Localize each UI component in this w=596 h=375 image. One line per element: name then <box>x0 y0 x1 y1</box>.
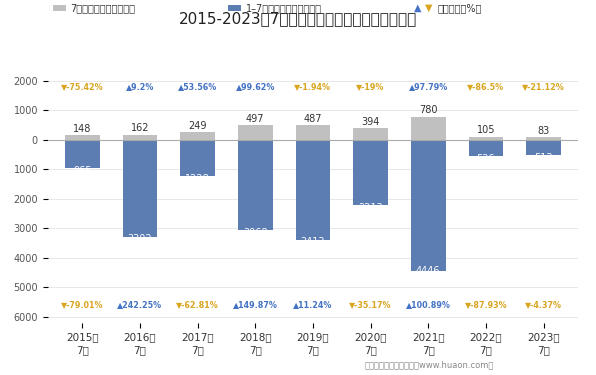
Text: ▼-75.42%: ▼-75.42% <box>61 82 104 92</box>
Text: 513: 513 <box>534 153 552 164</box>
Text: 162: 162 <box>131 123 149 134</box>
Text: 3068: 3068 <box>243 228 268 238</box>
Text: ▼-62.81%: ▼-62.81% <box>176 300 219 309</box>
Bar <box>353 128 388 140</box>
Text: ▲100.89%: ▲100.89% <box>406 300 451 309</box>
Text: ▼-21.12%: ▼-21.12% <box>522 82 565 92</box>
Bar <box>123 135 157 140</box>
Bar <box>238 125 272 140</box>
Text: ▼-86.5%: ▼-86.5% <box>467 82 504 92</box>
Text: ▼-79.01%: ▼-79.01% <box>61 300 104 309</box>
Text: 497: 497 <box>246 114 265 123</box>
Text: 2213: 2213 <box>358 202 383 213</box>
Bar <box>468 137 503 140</box>
Bar <box>181 140 215 176</box>
Text: 780: 780 <box>419 105 437 115</box>
Text: 3302: 3302 <box>128 234 152 244</box>
Text: 7月期货成交量（万手）: 7月期货成交量（万手） <box>70 3 135 13</box>
Text: ▲11.24%: ▲11.24% <box>293 300 333 309</box>
Text: 3413: 3413 <box>300 237 325 248</box>
Text: 487: 487 <box>303 114 322 124</box>
Bar <box>468 140 503 156</box>
Bar <box>411 117 446 140</box>
Text: 536: 536 <box>477 154 495 164</box>
Text: 148: 148 <box>73 124 91 134</box>
Text: 965: 965 <box>73 166 92 176</box>
Bar <box>181 132 215 140</box>
Bar <box>353 140 388 205</box>
Bar <box>411 140 446 271</box>
Text: ▼-1.94%: ▼-1.94% <box>294 82 331 92</box>
FancyBboxPatch shape <box>53 5 66 11</box>
Text: 1–7月期货成交量（万手）: 1–7月期货成交量（万手） <box>246 3 321 13</box>
Text: 394: 394 <box>361 117 380 127</box>
Text: ▲242.25%: ▲242.25% <box>117 300 163 309</box>
Bar <box>123 140 157 237</box>
FancyBboxPatch shape <box>228 5 241 11</box>
Bar <box>238 140 272 230</box>
Text: 2015-2023年7月大连商品交易所焦炭期货成交量: 2015-2023年7月大连商品交易所焦炭期货成交量 <box>179 11 417 26</box>
Bar <box>526 137 561 140</box>
Text: ▼-19%: ▼-19% <box>356 82 385 92</box>
Text: 1228: 1228 <box>185 174 210 184</box>
Text: ▼-4.37%: ▼-4.37% <box>525 300 562 309</box>
Text: ▲9.2%: ▲9.2% <box>126 82 154 92</box>
Bar <box>296 140 330 240</box>
Text: ▼-87.93%: ▼-87.93% <box>464 300 507 309</box>
Text: 同比增长（%）: 同比增长（%） <box>437 3 482 13</box>
Bar <box>65 135 100 140</box>
Text: ▲99.62%: ▲99.62% <box>235 82 275 92</box>
Text: ▼: ▼ <box>426 3 433 13</box>
Bar <box>526 140 561 155</box>
Text: ▲97.79%: ▲97.79% <box>409 82 448 92</box>
Text: 105: 105 <box>477 125 495 135</box>
Bar <box>65 140 100 168</box>
Text: 83: 83 <box>538 126 550 136</box>
Text: ▲53.56%: ▲53.56% <box>178 82 217 92</box>
Text: 制图：华经产业研究院（www.huaon.com）: 制图：华经产业研究院（www.huaon.com） <box>364 360 494 369</box>
Text: 249: 249 <box>188 121 207 131</box>
Bar <box>296 126 330 140</box>
Text: 4446: 4446 <box>416 266 440 276</box>
Text: ▲: ▲ <box>414 3 421 13</box>
Text: ▼-35.17%: ▼-35.17% <box>349 300 392 309</box>
Text: ▲149.87%: ▲149.87% <box>233 300 278 309</box>
